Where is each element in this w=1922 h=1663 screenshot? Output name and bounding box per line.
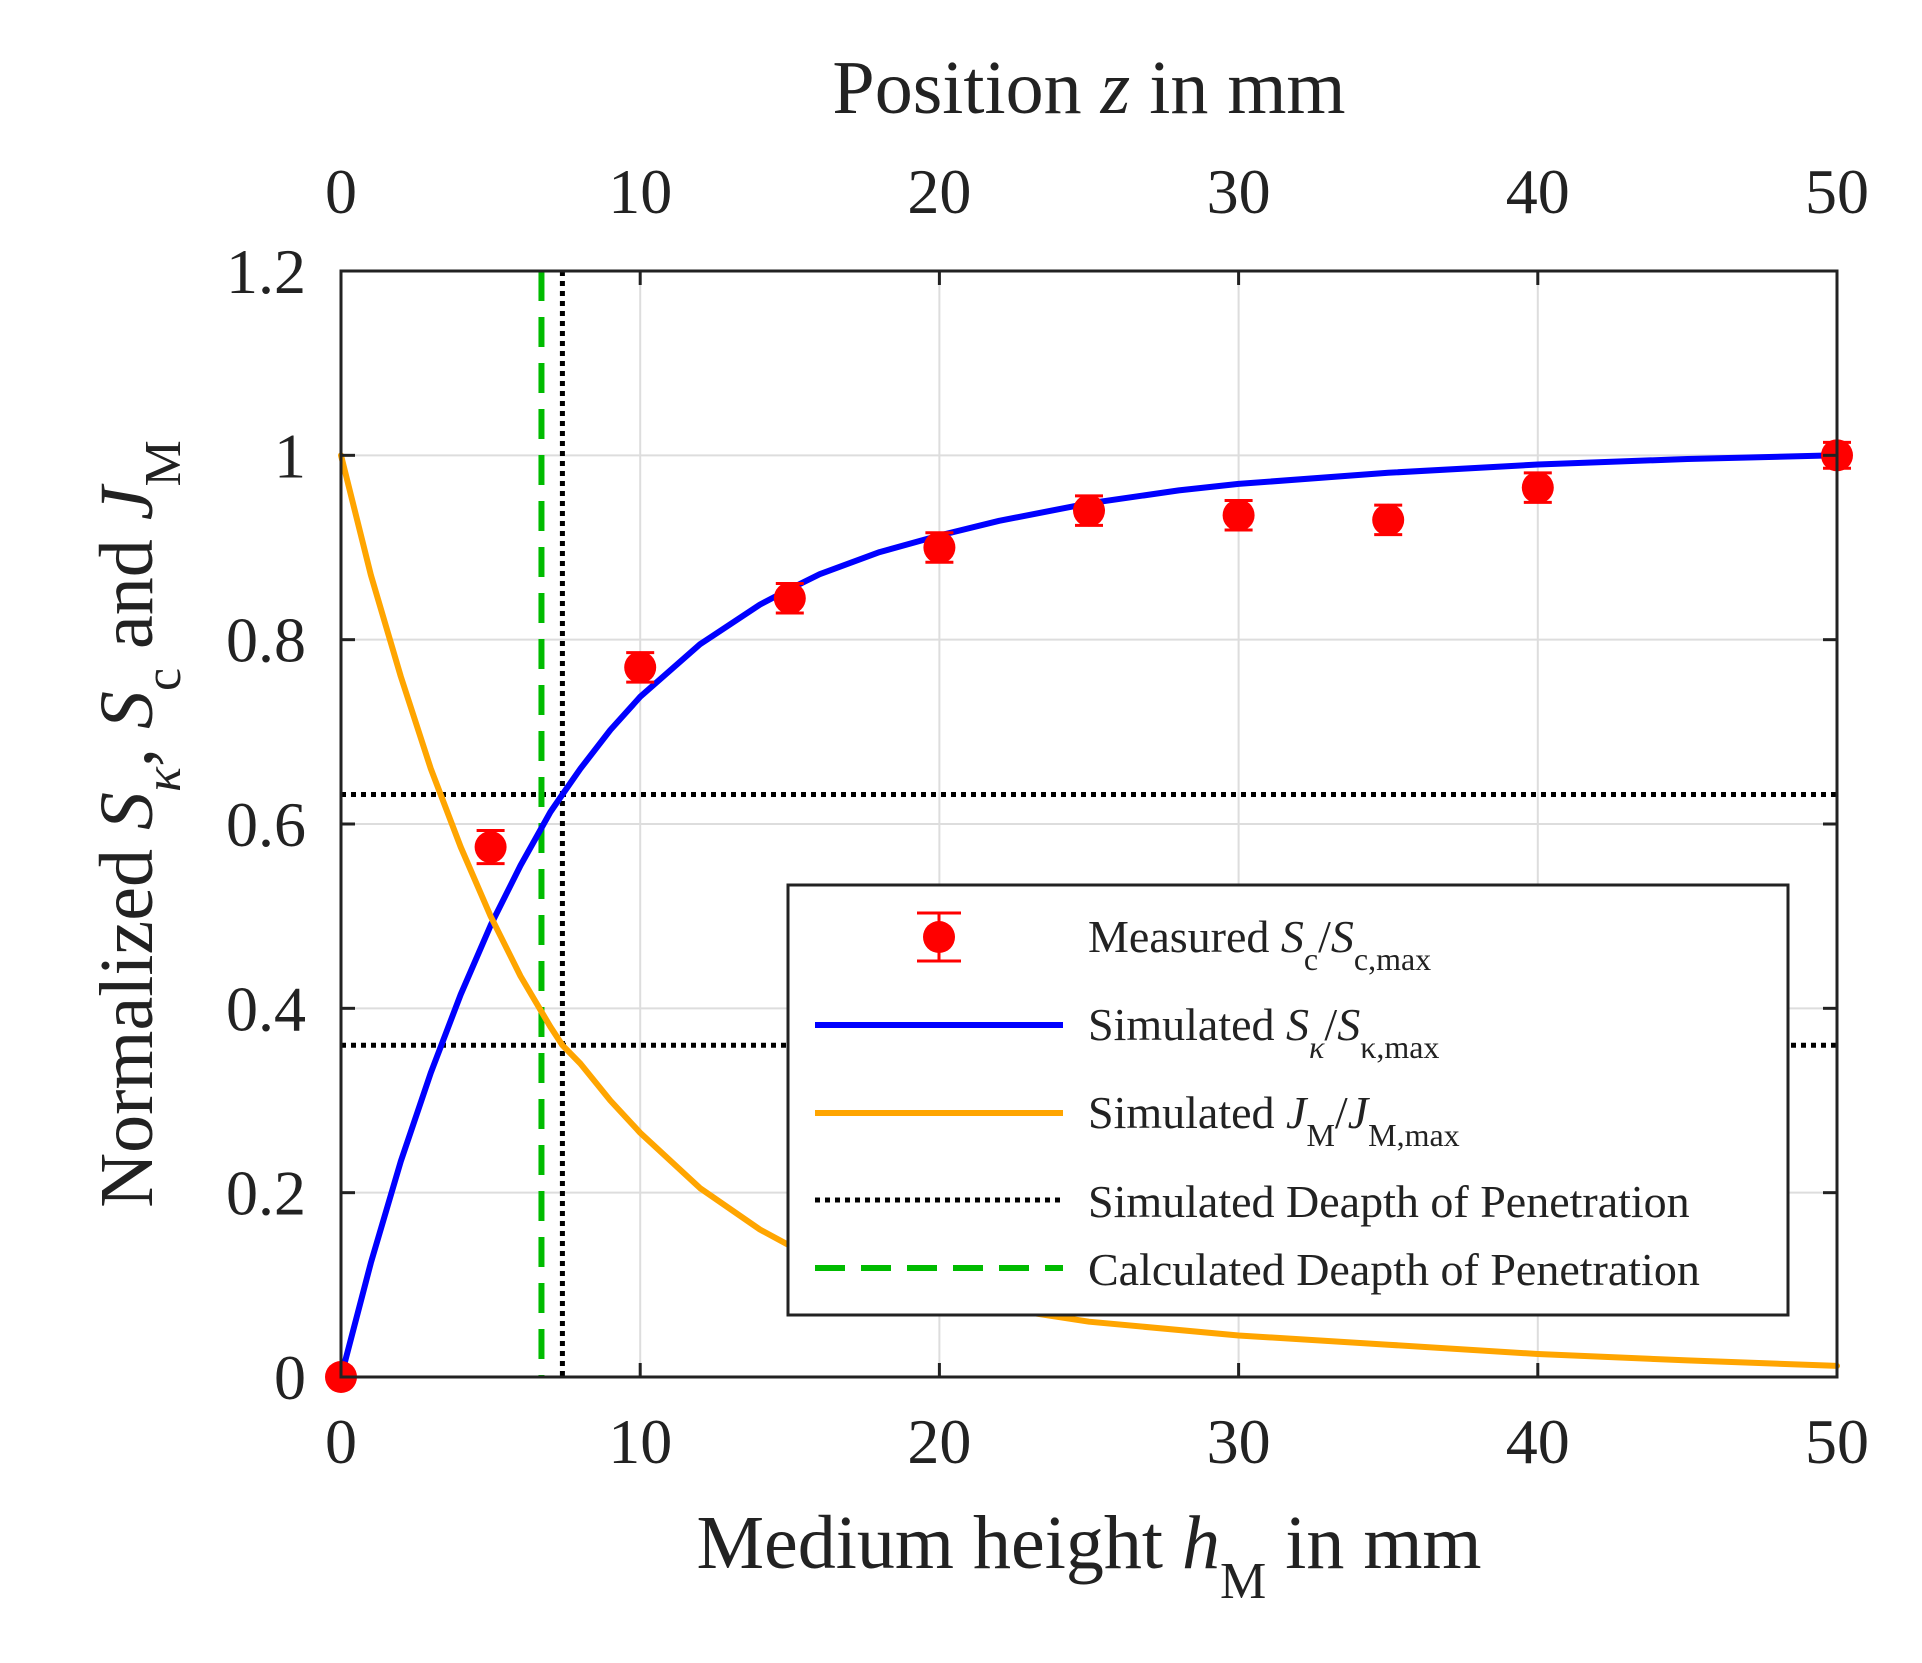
y-axis-title-s2: S [85,691,169,729]
y-axis-title-s1: S [85,792,169,830]
legend-label-measured: Measured Sc/Sc,max [1088,911,1431,977]
measured-point-2 [624,651,657,684]
series-line-2 [338,452,1840,1369]
y-tick-label-4: 0.8 [226,605,306,676]
y-axis-title-sub-m: M [135,440,192,486]
legend-label-sim-s-s2: κ,max [1360,1029,1439,1065]
legend-sample-marker [923,921,955,953]
legend-label-sim-depth: Simulated Deapth of Penetration [1088,1176,1690,1227]
y-axis-title-sub-c: c [135,668,192,691]
legend-label-measured-v2: S [1331,911,1354,962]
measured-point-7 [1372,503,1405,536]
legend-label-sim-s-slash: / [1324,999,1337,1050]
y-axis-title-j: J [85,483,169,520]
top-tick-label-1: 10 [608,156,672,227]
series-curves [338,452,1840,1380]
legend-label-sim-s-s1: κ [1309,1029,1325,1065]
top-axis-title-var: z [1100,46,1131,130]
top-tick-label-5: 50 [1805,156,1869,227]
legend-label-sim-s-v2: S [1337,999,1360,1050]
legend-label-sim-s-pre: Simulated [1088,999,1286,1050]
y-axis-title-prefix: Normalized [85,830,169,1208]
top-axis-title-prefix: Position [832,46,1100,130]
legend-label-measured-v1: S [1281,911,1304,962]
measured-markers [325,439,1853,1393]
legend-samples [815,911,1063,1271]
x-tick-label-5: 50 [1805,1406,1869,1477]
x-tick-label-1: 10 [608,1406,672,1477]
legend-label-sim-s: Simulated Sκ/Sκ,max [1088,999,1439,1065]
legend-label-sim-s-v1: S [1286,999,1309,1050]
legend-label-measured-s1: c [1304,941,1318,977]
top-tick-label-4: 40 [1506,156,1570,227]
measured-point-4 [923,531,956,564]
x-axis-title-sub: M [1220,1553,1266,1610]
y-tick-label-1: 0.2 [226,1158,306,1229]
y-axis-title-and: and [85,520,169,668]
measured-point-1 [474,831,507,864]
axis-ticks [339,269,1839,1379]
top-tick-label-0: 0 [325,156,357,227]
y-tick-label-0: 0 [274,1342,306,1413]
tick-labels: 0 10 20 30 40 50 0 10 20 30 40 50 0 0.2 0.4 0.6 0.8 1 1.2 [226,156,1869,1477]
x-axis-title-prefix: Medium height [696,1501,1182,1585]
legend-label-calc-depth: Calculated Deapth of Penetration [1088,1244,1700,1295]
top-tick-label-3: 30 [1207,156,1271,227]
y-axis-title-sub-kappa: κ [135,766,192,792]
x-tick-label-4: 40 [1506,1406,1570,1477]
x-axis-title: Medium height hM in mm [696,1501,1481,1610]
x-axis-title-var: h [1182,1501,1220,1585]
legend-label-sim-j-v2: J [1348,1087,1371,1138]
legend-label-sim-j-slash: / [1335,1087,1348,1138]
series-line-1 [338,452,1840,1380]
legend-label-sim-j-pre: Simulated [1088,1087,1286,1138]
y-axis-title-comma-1: , [85,729,169,767]
x-tick-label-0: 0 [325,1406,357,1477]
legend: Measured Sc/Sc,max Simulated Sκ/Sκ,max S… [786,883,1790,1317]
legend-box [786,883,1790,1317]
y-tick-label-5: 1 [274,420,306,491]
legend-label-sim-j: Simulated JM/JM,max [1088,1087,1460,1153]
y-tick-label-2: 0.4 [226,973,306,1044]
measured-point-6 [1222,499,1255,532]
measured-point-8 [1521,471,1554,504]
y-tick-label-3: 0.6 [226,789,306,860]
x-tick-label-3: 30 [1207,1406,1271,1477]
y-tick-label-6: 1.2 [226,236,306,307]
legend-label-measured-pre: Measured [1088,911,1281,962]
legend-label-sim-j-s1: M [1306,1117,1334,1153]
legend-label-measured-slash: / [1318,911,1331,962]
legend-label-measured-s2: c,max [1354,941,1431,977]
x-axis-title-suffix: in mm [1266,1501,1481,1585]
top-axis-title-suffix: in mm [1130,46,1345,130]
top-axis-title: Position z in mm [832,46,1345,130]
legend-label-sim-j-v1: J [1286,1087,1309,1138]
legend-label-sim-j-s2: M,max [1368,1117,1460,1153]
top-tick-label-2: 20 [907,156,971,227]
x-tick-label-2: 20 [907,1406,971,1477]
measured-point-5 [1073,494,1105,527]
measured-point-3 [773,582,806,615]
y-axis-title: Normalized Sκ, Sc and JM [85,440,192,1208]
